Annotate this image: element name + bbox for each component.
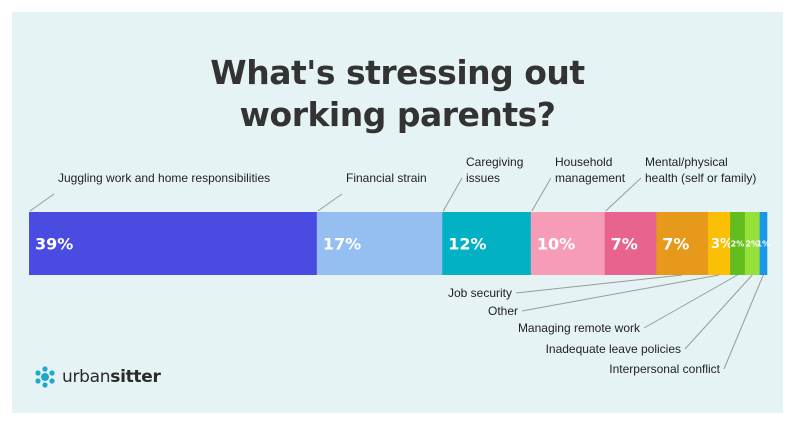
category-label-1: Juggling work and home responsibilities [58, 171, 270, 185]
leader-line-1 [29, 193, 55, 212]
bar-value-label-6: 7% [662, 234, 689, 253]
bar-value-label-8: 2% [731, 239, 745, 248]
bar-segment-9 [744, 212, 760, 275]
bar-value-label-2: 17% [323, 234, 361, 253]
leader-line-7 [521, 274, 720, 312]
bar-value-label-4: 10% [537, 234, 575, 253]
category-label-4-line-2: management [555, 171, 626, 185]
leader-line-9 [684, 274, 753, 350]
bar-segment-8 [730, 212, 746, 275]
bar-value-label-10: 1% [757, 239, 771, 248]
category-label-7: Other [488, 304, 518, 318]
category-label-5-line-1: Mental/physical [645, 155, 728, 169]
category-label-6: Job security [448, 286, 512, 300]
category-label-3-line-1: Caregiving [466, 155, 523, 169]
leader-line-2 [317, 193, 343, 212]
bar-segment-2 [316, 212, 443, 275]
leader-line-8 [643, 274, 738, 329]
leader-line-3 [442, 177, 463, 212]
leader-line-6 [515, 274, 683, 294]
urbansitter-wordmark: urbansitter [62, 367, 161, 387]
leader-line-10 [723, 274, 764, 370]
chart-title-line-1: What's stressing out [210, 53, 585, 92]
bar-segment-3 [442, 212, 532, 275]
category-label-2: Financial strain [346, 171, 427, 185]
bar-value-label-7: 3% [711, 237, 733, 252]
category-label-8: Managing remote work [518, 321, 641, 335]
bar-value-label-1: 39% [35, 234, 73, 253]
leader-line-4 [531, 177, 552, 212]
category-label-10: Interpersonal conflict [609, 362, 720, 376]
urbansitter-logo: urbansitter [34, 364, 161, 390]
chart-title: What's stressing out working parents? [0, 52, 795, 136]
bar-value-label-3: 12% [448, 234, 486, 253]
bar-segment-1 [29, 212, 318, 275]
bar-segment-7 [707, 212, 731, 275]
bar-segment-6 [656, 212, 709, 275]
bar-value-label-9: 2% [745, 239, 759, 248]
bar-segment-10 [759, 212, 768, 275]
bar-segment-5 [604, 212, 657, 275]
leader-line-5 [605, 177, 642, 212]
wordmark-sitter: sitter [110, 367, 161, 387]
wordmark-urban: urban [62, 367, 111, 387]
chart-title-line-2: working parents? [239, 95, 556, 134]
bar-segment-4 [530, 212, 605, 275]
bar-value-label-5: 7% [611, 234, 638, 253]
category-label-9: Inadequate leave policies [546, 342, 681, 356]
category-label-3-line-2: issues [466, 171, 500, 185]
category-label-5-line-2: health (self or family) [645, 171, 756, 185]
urbansitter-logo-icon [35, 366, 55, 388]
category-label-4-line-1: Household [555, 155, 612, 169]
